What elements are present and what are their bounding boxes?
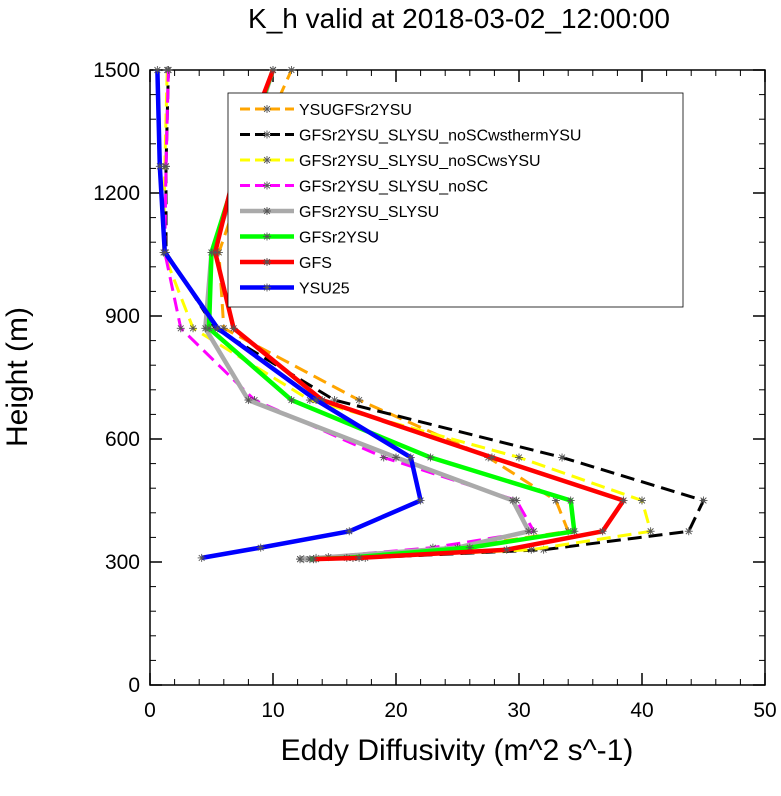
series-marker xyxy=(256,543,265,552)
legend-item: YSU25 xyxy=(240,281,350,298)
series-marker xyxy=(524,527,533,536)
x-tick-label: 40 xyxy=(630,699,653,722)
series-marker xyxy=(197,553,206,562)
series-marker xyxy=(355,396,364,405)
series-marker xyxy=(416,496,425,505)
series-marker xyxy=(566,496,575,505)
series-7 xyxy=(153,66,425,562)
legend-frame xyxy=(227,92,684,308)
legend-label: GFS xyxy=(299,255,332,272)
legend-label: YSUGFSr2YSU xyxy=(299,102,412,119)
legend-item: GFS xyxy=(240,255,332,272)
series-marker xyxy=(619,496,628,505)
series-marker xyxy=(392,453,400,462)
series-marker xyxy=(515,453,523,462)
series-marker xyxy=(529,527,538,536)
series-marker xyxy=(345,527,354,536)
x-tick-label: 20 xyxy=(384,699,407,722)
y-tick-label: 1200 xyxy=(93,182,140,205)
series-marker xyxy=(699,496,708,505)
series-marker xyxy=(213,324,222,333)
series-marker xyxy=(558,453,567,462)
legend-item: GFSr2YSU_SLYSU_noSC xyxy=(240,179,488,196)
y-axis-ticks: 0 300 600 900 1200 1500 xyxy=(93,59,765,697)
series-marker xyxy=(502,545,511,554)
series-marker xyxy=(160,248,169,257)
series-marker xyxy=(229,324,238,333)
series-marker xyxy=(153,66,162,74)
legend-marker xyxy=(263,105,271,113)
y-tick-label: 0 xyxy=(128,674,140,697)
legend-label: GFSr2YSU_SLYSU xyxy=(299,204,439,221)
legend-item: GFSr2YSU_SLYSU xyxy=(240,204,439,221)
legend-item: GFSr2YSU_SLYSU_noSCwsthermYSU xyxy=(240,128,581,145)
series-marker xyxy=(205,324,214,333)
series-marker xyxy=(598,527,607,536)
y-tick-label: 1500 xyxy=(93,59,140,82)
series-marker xyxy=(527,545,536,554)
legend-marker xyxy=(263,207,271,215)
series-marker xyxy=(406,453,415,462)
legend-item: YSUGFSr2YSU xyxy=(240,102,412,119)
chart-title: K_h valid at 2018-03-02_12:00:00 xyxy=(248,3,670,34)
legend-label: GFSr2YSU_SLYSU_noSC xyxy=(299,179,488,196)
y-tick-label: 900 xyxy=(105,305,140,328)
series-marker xyxy=(426,453,435,462)
legend-marker xyxy=(263,130,271,139)
series-marker xyxy=(287,396,296,405)
series-marker xyxy=(508,496,517,505)
legend-label: GFSr2YSU_SLYSU_noSCwsthermYSU xyxy=(299,128,581,145)
x-tick-label: 50 xyxy=(753,699,776,722)
legend-label: GFSr2YSU_SLYSU_noSCwsYSU xyxy=(299,153,541,170)
legend-marker xyxy=(263,156,271,164)
legend-marker xyxy=(263,181,271,190)
y-tick-label: 300 xyxy=(105,551,140,574)
series-marker xyxy=(638,496,646,505)
y-tick-label: 600 xyxy=(105,428,140,451)
legend-label: YSU25 xyxy=(299,281,350,298)
series-marker xyxy=(211,248,220,257)
series-marker xyxy=(176,324,185,333)
series-marker xyxy=(155,162,164,171)
legend-label: GFSr2YSU xyxy=(299,230,379,247)
series-marker xyxy=(287,66,296,74)
series-marker xyxy=(244,396,253,405)
series-marker xyxy=(646,527,655,536)
series-marker xyxy=(309,555,318,564)
series-marker xyxy=(161,162,170,171)
x-axis-label: Eddy Diffusivity (m^2 s^-1) xyxy=(281,734,634,767)
legend-marker xyxy=(263,258,271,266)
series-marker xyxy=(164,66,173,74)
x-tick-label: 30 xyxy=(507,699,530,722)
y-axis-label: Height (m) xyxy=(1,307,34,447)
series-marker xyxy=(296,555,305,564)
legend: YSUGFSr2YSU GFSr2YSU_SLYSU_noSCwsthermYSU… xyxy=(227,92,684,308)
x-axis-ticks: 0 10 20 30 40 50 xyxy=(144,70,777,722)
series-line xyxy=(155,69,423,561)
series-marker xyxy=(189,324,198,333)
legend-marker xyxy=(263,232,271,241)
legend-item: GFSr2YSU_SLYSU_noSCwsYSU xyxy=(240,153,541,170)
x-tick-label: 0 xyxy=(144,699,156,722)
series-marker xyxy=(312,396,321,405)
legend-marker xyxy=(263,283,271,292)
plot-frame xyxy=(149,69,766,686)
series-marker xyxy=(570,527,579,536)
legend-item: GFSr2YSU xyxy=(240,230,379,247)
series-marker xyxy=(269,66,277,74)
series-marker xyxy=(355,553,364,562)
series-marker xyxy=(684,527,693,536)
x-tick-label: 10 xyxy=(261,699,284,722)
series-marker xyxy=(487,453,496,462)
